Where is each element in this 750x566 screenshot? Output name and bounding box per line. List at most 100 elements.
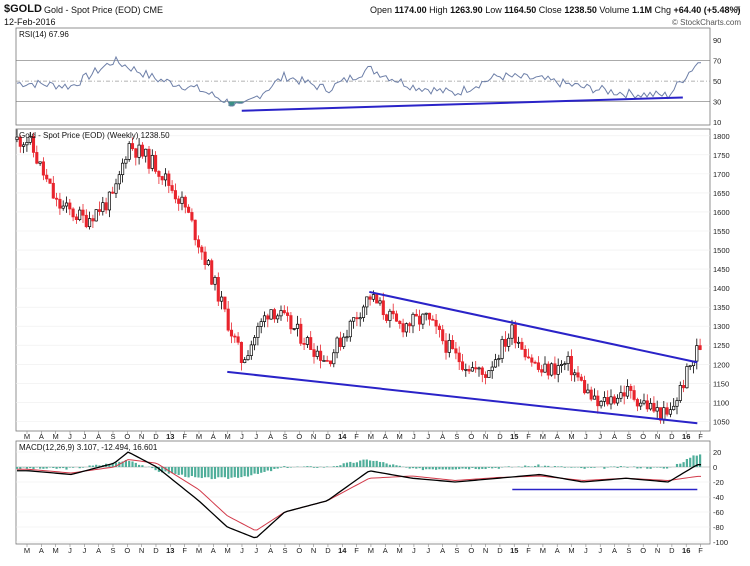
month-label: J: [82, 432, 86, 441]
macd-histogram-bar: [590, 467, 593, 468]
month-label: A: [268, 432, 273, 441]
macd-histogram-bar: [190, 467, 193, 477]
macd-histogram-bar: [441, 467, 444, 470]
candle-down: [533, 361, 537, 364]
candle-down: [35, 152, 39, 164]
price-ytick: 1450: [713, 265, 730, 274]
candle-up: [599, 400, 603, 407]
macd-histogram-bar: [273, 467, 276, 469]
macd-histogram-bar: [256, 467, 259, 474]
macd-histogram-bar: [55, 467, 58, 469]
candle-down: [84, 214, 88, 228]
candle-up: [332, 352, 336, 365]
close-label: Close: [538, 5, 562, 15]
candle-up: [127, 143, 131, 160]
price-ytick: 1500: [713, 246, 730, 255]
macd-histogram-bar: [619, 466, 622, 467]
candle-up: [695, 345, 699, 362]
macd-histogram-bar: [451, 467, 454, 470]
open-value: 1174.00: [394, 5, 427, 15]
month-label: M: [396, 432, 402, 441]
month-label: S: [282, 432, 287, 441]
month-label: A: [39, 432, 44, 441]
candle-up: [358, 317, 362, 320]
candle-down: [170, 185, 174, 191]
price-ytick: 1600: [713, 208, 730, 217]
month-label: M: [225, 546, 231, 555]
candle-up: [25, 142, 29, 146]
candle-down: [226, 308, 230, 331]
macd-histogram-bar: [250, 467, 253, 476]
macd-histogram-bar: [213, 467, 217, 479]
candle-down: [266, 315, 270, 320]
symbol-description: Gold - Spot Price (EOD) CME: [44, 5, 164, 15]
month-label: M: [540, 432, 546, 441]
macd-histogram-bar: [171, 467, 174, 474]
candle-down: [569, 355, 573, 376]
triangle-down-icon[interactable]: ▼: [734, 4, 742, 13]
candle-down: [401, 323, 405, 333]
candle-up: [573, 372, 577, 376]
month-label: D: [325, 546, 331, 555]
candle-down: [200, 246, 204, 253]
macd-histogram-bar: [58, 467, 61, 469]
price-ytick: 1800: [713, 132, 730, 141]
macd-histogram-bar: [151, 467, 154, 469]
candle-up: [371, 294, 375, 300]
month-label: A: [440, 432, 445, 441]
candle-up: [559, 363, 564, 366]
month-label: N: [483, 432, 488, 441]
month-label: A: [612, 546, 617, 555]
open-label: Open: [370, 5, 393, 15]
month-label: O: [296, 546, 302, 555]
month-label: F: [182, 432, 187, 441]
candle-up: [305, 337, 309, 345]
macd-histogram-bar: [378, 461, 382, 467]
high-value: 1263.90: [450, 5, 483, 15]
low-value: 1164.50: [504, 5, 537, 15]
candle-down: [665, 407, 669, 415]
macd-histogram-bar: [428, 467, 431, 470]
month-label: A: [96, 546, 101, 555]
macd-histogram-bar: [580, 467, 583, 469]
macd-histogram-bar: [220, 467, 223, 478]
macd-histogram-bar: [260, 467, 263, 473]
macd-histogram-bar: [223, 467, 226, 478]
macd-histogram-bar: [359, 460, 362, 467]
macd-histogram-bar: [537, 464, 540, 467]
macd-histogram-bar: [438, 467, 441, 470]
price-trendline-upper: [369, 290, 698, 364]
macd-histogram-bar: [108, 464, 111, 467]
macd-histogram-bar: [388, 464, 391, 467]
candle-down: [286, 312, 290, 316]
macd-histogram-bar: [369, 460, 372, 467]
candle-up: [256, 326, 260, 338]
candle-down: [441, 329, 445, 342]
macd-histogram-bar: [649, 467, 652, 469]
month-label: 13: [166, 432, 174, 441]
candle-up: [64, 202, 69, 207]
candle-up: [378, 300, 382, 304]
macd-histogram-bar: [342, 463, 345, 467]
candle-down: [553, 363, 557, 375]
high-label: High: [429, 5, 448, 15]
candle-up: [592, 395, 597, 400]
month-label: A: [383, 546, 388, 555]
macd-histogram-bar: [626, 467, 629, 468]
month-label: F: [182, 546, 187, 555]
macd-histogram-bar: [134, 462, 137, 467]
candle-down: [606, 397, 610, 405]
macd-histogram-bar: [111, 462, 114, 467]
candle-up: [668, 409, 672, 415]
candle-down: [229, 329, 234, 337]
candle-down: [520, 341, 524, 350]
candle-up: [246, 355, 250, 361]
macd-panel-frame: [15, 440, 711, 545]
candle-up: [675, 400, 679, 407]
macd-histogram-bar: [534, 465, 537, 467]
month-label: F: [526, 432, 531, 441]
candle-down: [272, 309, 276, 320]
macd-histogram-bar: [494, 467, 497, 468]
chart-date: 12-Feb-2016: [4, 17, 56, 27]
month-label: O: [640, 546, 646, 555]
